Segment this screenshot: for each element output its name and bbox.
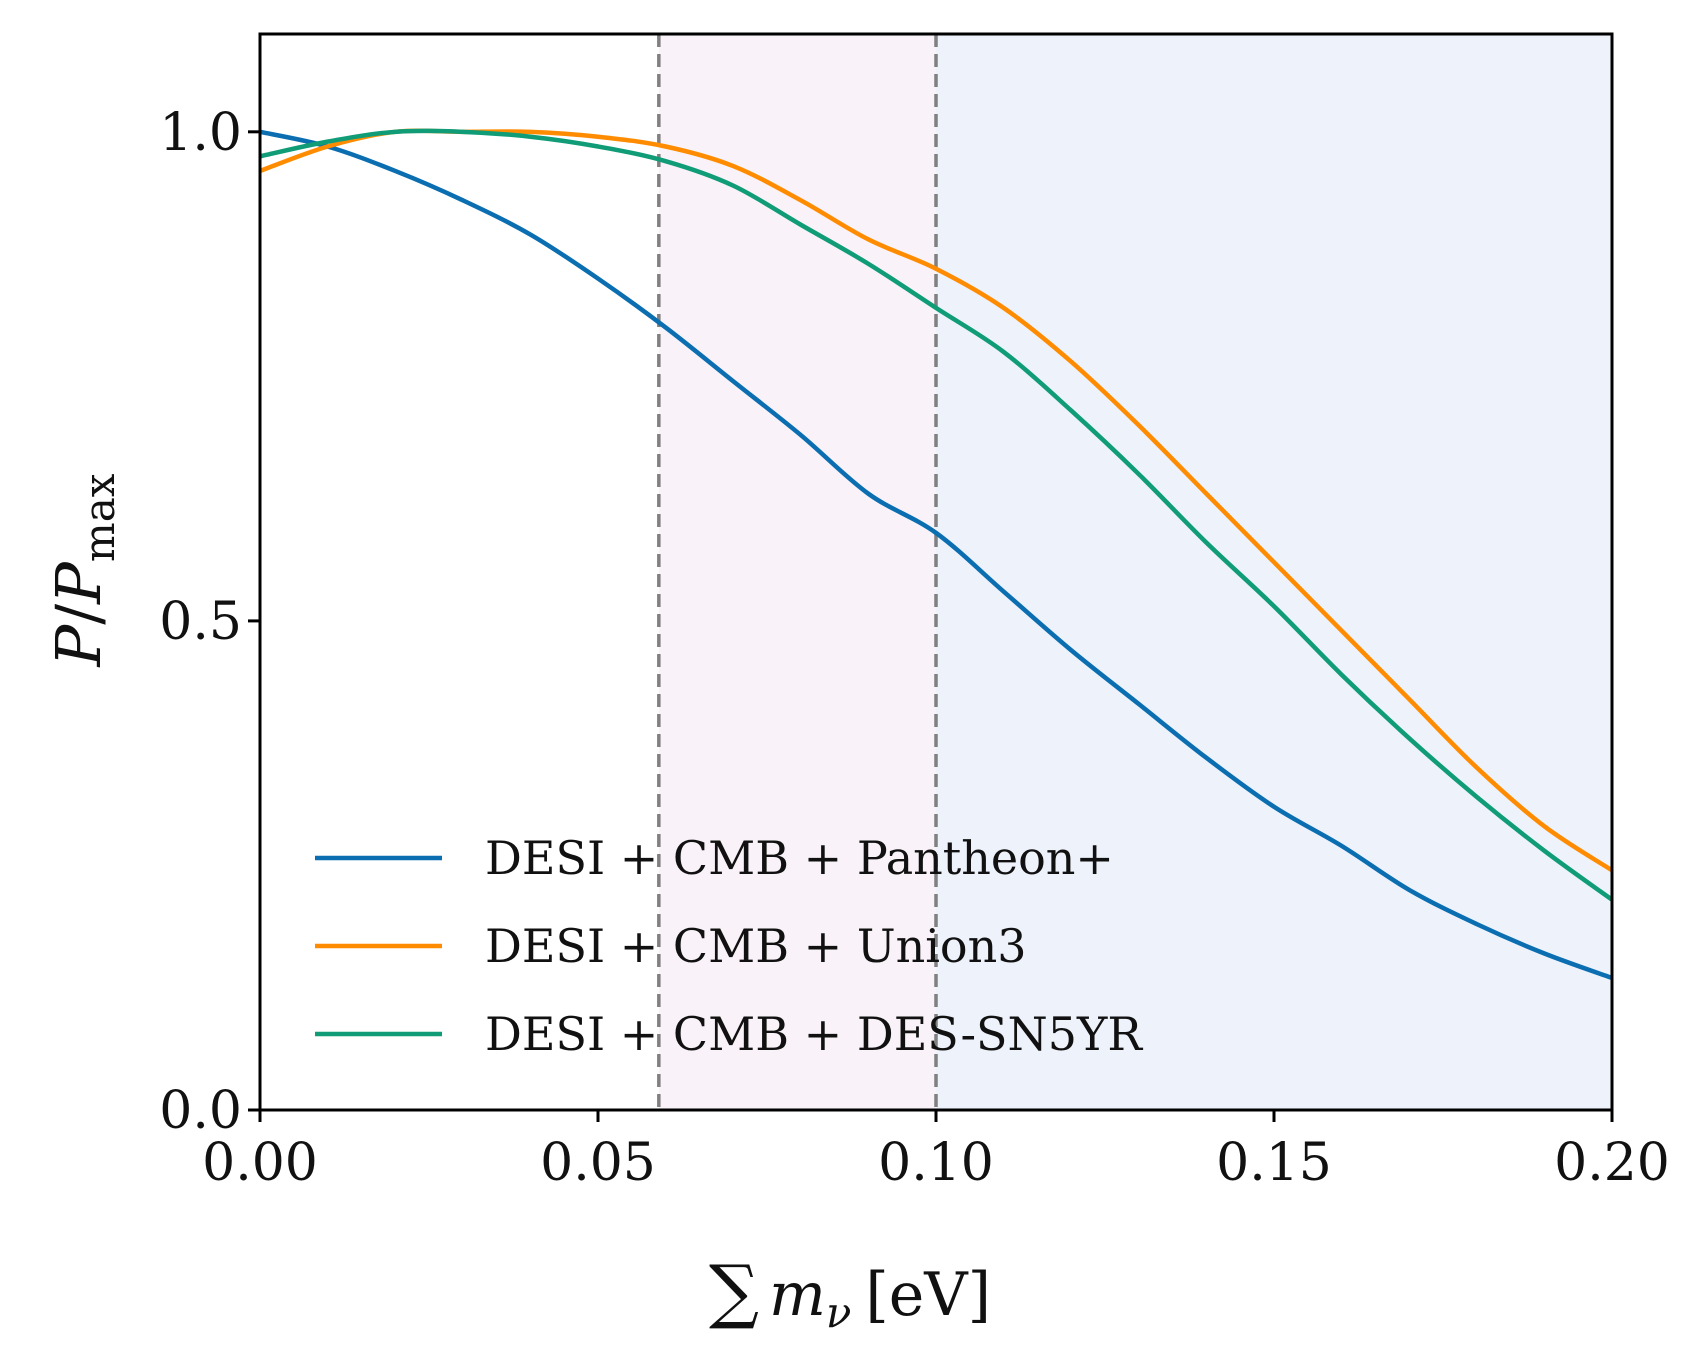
x-tick-label: 0.15 [1216,1133,1332,1193]
legend-label-1: DESI + CMB + Pantheon+ [485,831,1114,885]
y-axis-pmax: P [42,561,115,605]
x-axis-unit: [eV] [865,1260,991,1330]
x-axis-label: ∑ mν [eV] [709,1250,991,1337]
x-axis-sum-symbol: ∑ [709,1250,759,1332]
y-axis-max-subscript: max [75,473,124,562]
y-tick-label: 0.0 [159,1081,242,1141]
x-axis-ticks: 0.00 0.05 0.10 0.15 0.20 [202,1110,1670,1193]
series-line-1 [259,129,1613,981]
series-lines [259,128,1614,981]
y-axis-slash: / [42,604,115,625]
legend-label-3: DESI + CMB + DES-SN5YR [485,1007,1143,1061]
legend-label-2: DESI + CMB + Union3 [485,919,1027,973]
x-tick-label: 0.20 [1554,1133,1670,1193]
y-axis-p: P [42,623,115,667]
x-axis-nu: ν [826,1288,852,1337]
shaded-region-1 [658,34,936,1110]
x-tick-label: 0.00 [202,1133,318,1193]
shaded-regions [658,34,1612,1110]
y-axis-ticks: 0.0 0.5 1.0 [159,103,260,1141]
x-axis-m: m [769,1260,826,1330]
y-tick-label: 1.0 [159,103,242,163]
x-tick-label: 0.05 [540,1133,656,1193]
shaded-region-2 [936,34,1612,1110]
y-axis-label: P/Pmax [42,473,124,667]
legend: DESI + CMB + Pantheon+ DESI + CMB + Union… [315,831,1143,1061]
x-tick-label: 0.10 [878,1133,994,1193]
series-line-3 [259,128,1614,902]
y-tick-label: 0.5 [159,592,242,652]
